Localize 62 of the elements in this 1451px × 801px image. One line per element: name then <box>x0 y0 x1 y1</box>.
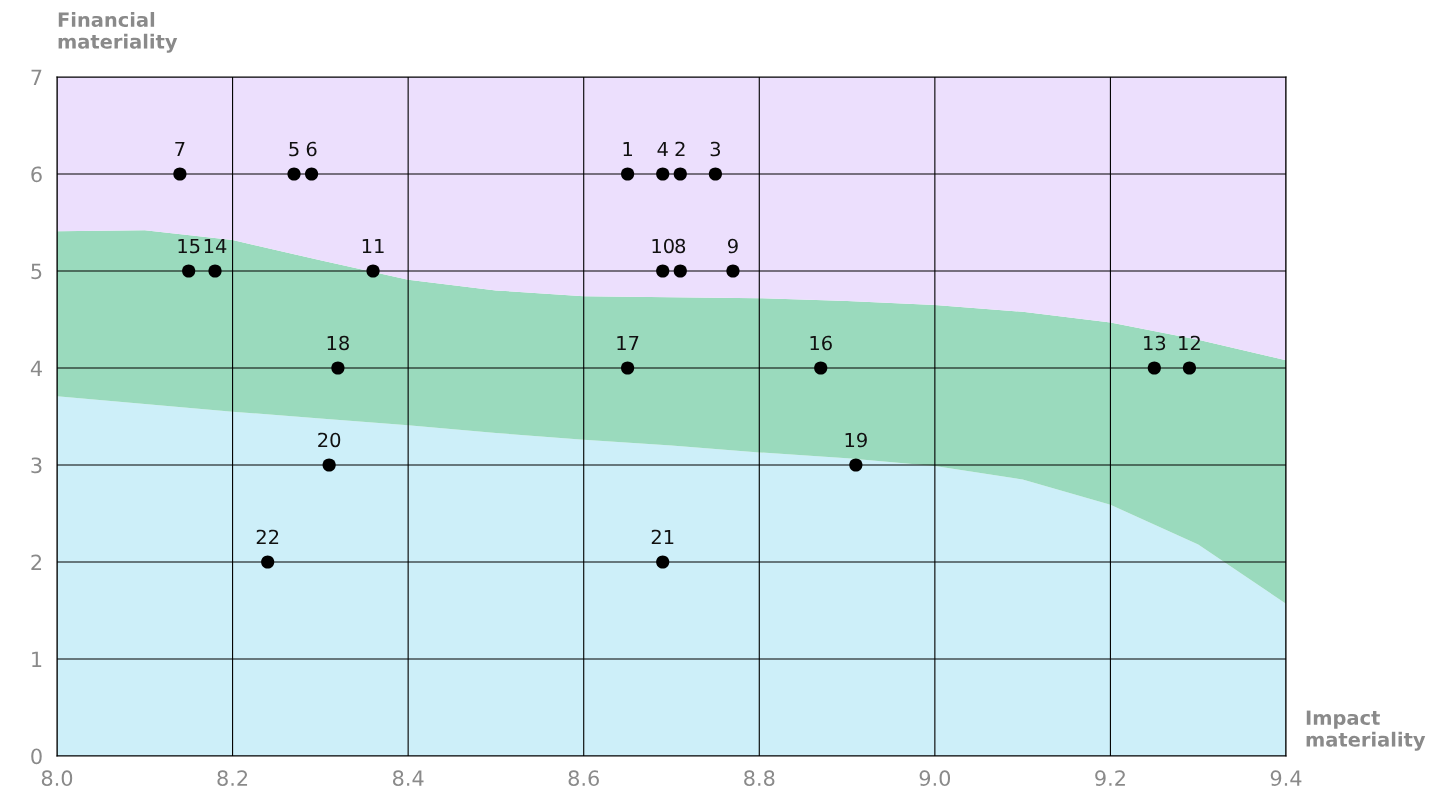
point <box>673 167 687 181</box>
annotation: 22 <box>256 529 279 545</box>
annotation: 12 <box>1179 335 1200 351</box>
annotation: 9 <box>727 238 738 254</box>
annotation: 5 <box>289 141 299 157</box>
point <box>366 264 380 278</box>
point <box>621 361 635 375</box>
x-tick-label: 9.0 <box>919 770 951 787</box>
x-tick-label: 8.2 <box>217 770 248 787</box>
x-axis-title: Impact materiality <box>1306 710 1426 751</box>
point <box>849 458 863 472</box>
annotation: 11 <box>362 238 384 254</box>
point <box>656 555 670 569</box>
annotation: 15 <box>178 238 200 254</box>
annotation: 3 <box>710 141 721 157</box>
point <box>261 555 275 569</box>
annotation: 6 <box>306 141 317 157</box>
x-tick-label: 8.4 <box>392 770 424 787</box>
x-tick-label: 8.8 <box>744 770 775 787</box>
point <box>322 458 336 472</box>
y-tick-label: 2 <box>31 554 42 570</box>
point <box>656 264 670 278</box>
point <box>304 167 319 181</box>
x-tick-label: 9.2 <box>1095 770 1125 787</box>
annotation: 14 <box>204 238 227 254</box>
point <box>173 167 187 181</box>
point <box>726 264 740 278</box>
point <box>814 361 828 375</box>
point <box>708 167 722 181</box>
point <box>656 167 670 181</box>
annotation: 13 <box>1144 335 1166 351</box>
point <box>1147 361 1161 375</box>
annotation: 4 <box>657 141 668 157</box>
point <box>621 167 635 181</box>
x-tick-label: 8.0 <box>41 770 73 787</box>
y-tick-label: 3 <box>31 457 42 474</box>
point <box>673 264 687 278</box>
point <box>287 167 301 181</box>
point <box>182 264 196 278</box>
y-axis-title: Financial materiality <box>58 12 178 53</box>
y-tick-label: 0 <box>31 748 42 765</box>
x-tick-label: 9.4 <box>1270 770 1302 787</box>
annotation: 17 <box>617 335 639 351</box>
annotation: 16 <box>810 335 832 351</box>
annotation: 2 <box>675 141 685 157</box>
y-tick-label: 4 <box>30 360 42 376</box>
annotation: 19 <box>845 432 867 448</box>
annotation: 7 <box>175 141 185 157</box>
annotation: 21 <box>651 529 674 545</box>
annotation: 1 <box>623 141 632 157</box>
point <box>208 264 222 278</box>
point <box>1182 361 1197 375</box>
y-tick-label: 1 <box>32 651 42 667</box>
annotation: 18 <box>327 335 349 351</box>
y-tick-label: 5 <box>31 263 42 280</box>
annotation: 10 <box>652 238 674 254</box>
point <box>331 361 345 375</box>
annotation: 20 <box>318 432 341 448</box>
x-tick-label: 8.6 <box>568 770 599 787</box>
y-tick-label: 7 <box>31 69 42 85</box>
y-tick-label: 6 <box>31 166 42 183</box>
annotation: 8 <box>675 238 686 254</box>
